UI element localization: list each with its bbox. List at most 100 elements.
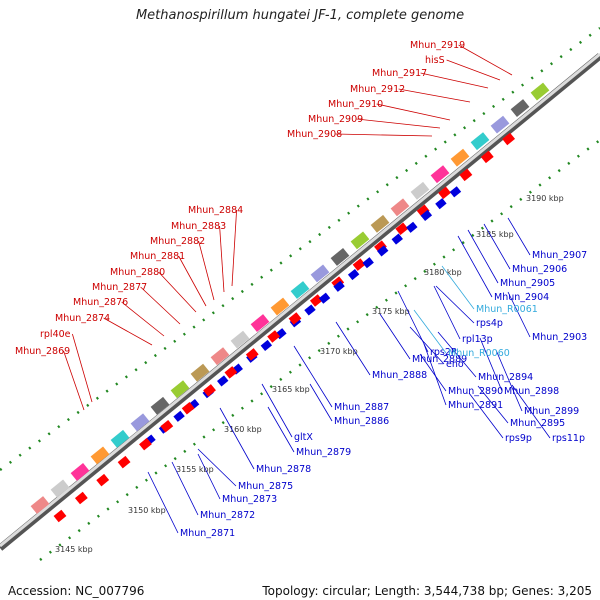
gene-label: Mhun_2906 <box>512 264 567 275</box>
gene-label: Mhun_2898 <box>504 386 559 397</box>
scale-label: 3190 kbp <box>526 194 564 203</box>
forward-gene <box>224 366 238 379</box>
feature-block <box>170 380 190 399</box>
feature-block <box>490 115 510 134</box>
scale-label: 3170 kbp <box>320 347 358 356</box>
gene-label: Mhun_2907 <box>532 250 587 261</box>
scale-label: 3160 kbp <box>224 425 262 434</box>
feature-block <box>290 281 310 299</box>
forward-gene <box>459 168 473 182</box>
leader-line <box>420 72 489 89</box>
scale-label: 3165 kbp <box>272 385 310 394</box>
reverse-gene <box>420 209 433 222</box>
reverse-gene <box>217 375 229 387</box>
gene-label: Mhun_2917 <box>372 68 427 79</box>
tick-rail-lower <box>39 139 600 561</box>
forward-gene <box>395 222 409 235</box>
gene-label: gltX <box>294 432 313 443</box>
feature-block <box>210 347 230 366</box>
gene-label: Mhun_2894 <box>478 372 533 383</box>
forward-gene <box>139 437 152 451</box>
scale-label: 3150 kbp <box>128 506 166 515</box>
forward-gene <box>288 312 302 325</box>
reverse-gene <box>304 304 316 316</box>
gene-label: Mhun_2878 <box>256 464 311 475</box>
gene-label: Mhun_2889 <box>412 354 467 365</box>
gene-label: Mhun_2908 <box>287 129 342 140</box>
feature-block <box>530 82 550 101</box>
leader-line <box>467 229 499 284</box>
feature-block <box>110 429 130 448</box>
leader-line <box>413 309 447 354</box>
forward-gene <box>181 402 195 415</box>
leader-line <box>419 353 447 392</box>
leader-line <box>437 331 477 378</box>
gene-label: Mhun_2887 <box>334 402 389 413</box>
leader-line <box>171 461 199 516</box>
leader-line <box>335 321 371 376</box>
rna-label: Mhun_R0061 <box>476 304 538 315</box>
accession-text: Accession: NC_007796 <box>8 584 145 598</box>
gene-label: Mhun_2899 <box>524 406 579 417</box>
feature-block <box>510 99 530 117</box>
leader-line <box>219 225 225 293</box>
gene-label: rpl40e <box>40 329 71 340</box>
gene-label: Mhun_2903 <box>532 332 587 343</box>
leader-line <box>435 285 475 324</box>
gene-label: rps4p <box>476 318 503 329</box>
reverse-gene <box>377 245 389 257</box>
forward-gene <box>438 186 451 200</box>
gene-label: Mhun_2875 <box>238 481 293 492</box>
leader-line <box>197 453 221 500</box>
leader-line <box>335 133 433 137</box>
gene-label: Mhun_2873 <box>222 494 277 505</box>
leader-line <box>507 217 531 256</box>
leader-line <box>376 103 451 121</box>
leader-line <box>267 406 295 453</box>
gene-label: Mhun_2905 <box>500 278 555 289</box>
leader-line <box>72 333 93 403</box>
forward-gene <box>245 348 259 361</box>
feature-block <box>470 132 490 151</box>
gene-label: Mhun_2871 <box>180 528 235 539</box>
leader-line <box>147 471 179 534</box>
gene-label: Mhun_2912 <box>350 84 405 95</box>
reverse-gene <box>173 410 185 422</box>
gene-label: rps11p <box>552 433 585 444</box>
leader-line <box>511 384 551 439</box>
leader-line <box>158 271 197 313</box>
forward-gene <box>352 258 366 271</box>
leader-line <box>261 383 293 438</box>
leader-line <box>468 392 504 439</box>
feature-block <box>30 496 50 514</box>
scale-label: 3175 kbp <box>372 307 410 316</box>
forward-gene <box>374 240 387 253</box>
leader-line <box>423 343 447 406</box>
reverse-gene <box>318 292 331 304</box>
gene-label: Mhun_2877 <box>92 282 147 293</box>
scale-label: 3145 kbp <box>55 545 93 554</box>
leader-line <box>293 345 333 408</box>
reverse-gene <box>333 280 345 292</box>
feature-block <box>390 198 410 217</box>
reverse-gene <box>362 257 374 269</box>
gene-label: Mhun_2882 <box>150 236 205 247</box>
leader-line <box>309 383 333 422</box>
leader-line <box>379 313 411 360</box>
forward-gene <box>416 204 430 218</box>
leader-line <box>479 337 503 392</box>
gene-label: Mhun_2891 <box>448 400 503 411</box>
gene-label: eno <box>446 359 464 370</box>
gene-label: Mhun_2880 <box>110 267 165 278</box>
gene-label: Mhun_2909 <box>308 114 363 125</box>
feature-block <box>270 297 290 316</box>
gene-label: rps2P <box>430 347 457 358</box>
feature-block <box>190 363 210 382</box>
leader-line <box>441 265 475 310</box>
forward-gene <box>53 509 67 523</box>
reverse-gene <box>406 221 418 233</box>
scale-label: 3185 kbp <box>476 230 514 239</box>
feature-block <box>90 446 110 465</box>
gene-label: Mhun_2910 <box>328 99 383 110</box>
